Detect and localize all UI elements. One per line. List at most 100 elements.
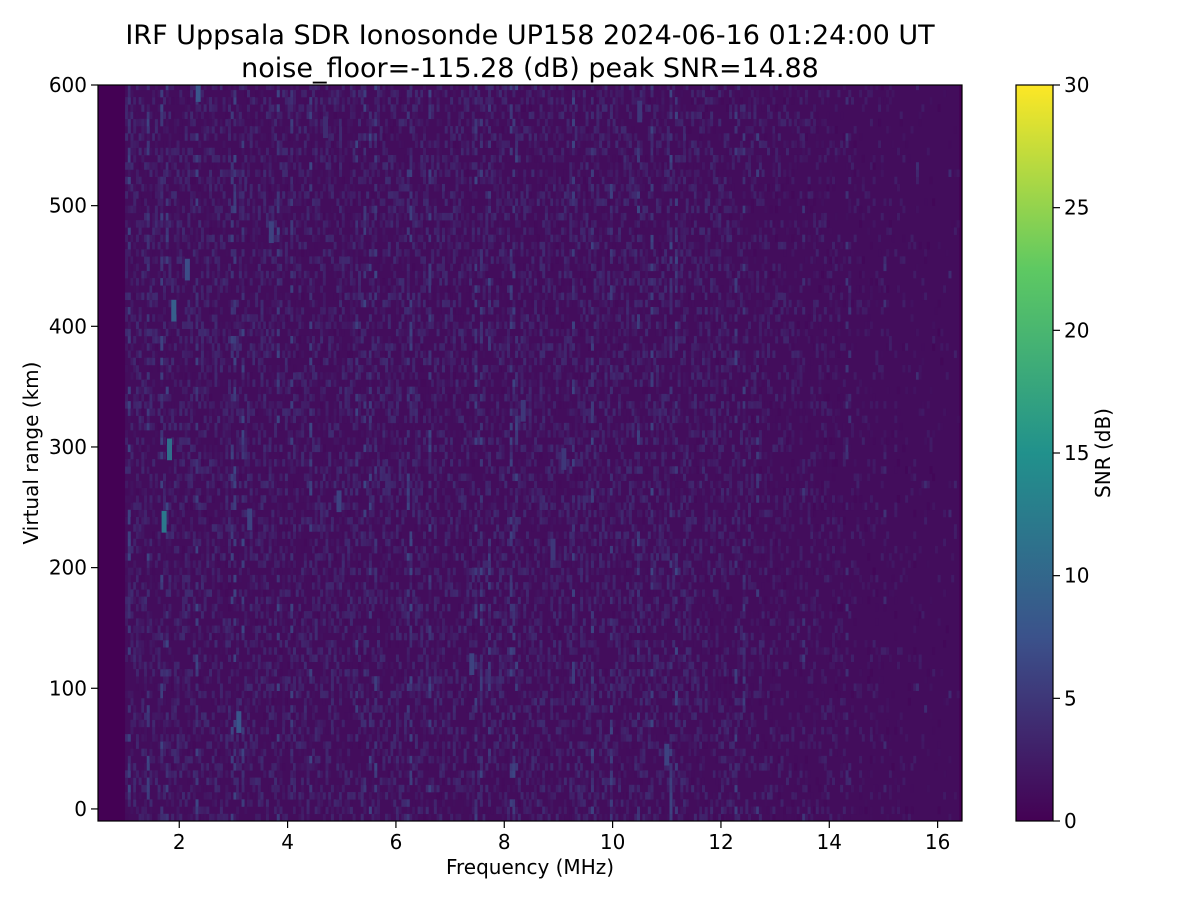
heatmap-cell	[339, 328, 343, 337]
heatmap-cell	[141, 270, 145, 279]
heatmap-cell	[130, 777, 134, 786]
heatmap-cell	[284, 133, 288, 141]
heatmap-cell	[279, 589, 283, 597]
heatmap-cell	[355, 393, 359, 402]
heatmap-cell	[149, 466, 153, 474]
heatmap-cell	[209, 314, 213, 322]
heatmap-cell	[195, 618, 199, 626]
heatmap-cell	[187, 582, 191, 590]
heatmap-cell	[133, 140, 137, 149]
heatmap-cell	[211, 343, 215, 351]
heatmap-cell	[181, 386, 185, 395]
heatmap-cell	[152, 234, 156, 243]
heatmap-cell	[157, 408, 161, 416]
heatmap-cell	[238, 444, 242, 453]
heatmap-cell	[263, 154, 267, 163]
heatmap-cell	[203, 567, 207, 576]
heatmap-cell	[330, 415, 334, 424]
heatmap-cell	[203, 415, 207, 424]
heatmap-cell	[179, 183, 183, 192]
heatmap-cell	[214, 307, 218, 315]
heatmap-cell	[198, 176, 202, 185]
heatmap-cell	[135, 321, 139, 330]
heatmap-cell	[358, 234, 362, 243]
heatmap-cell	[135, 459, 139, 467]
heatmap-cell	[341, 249, 345, 257]
heatmap-cell	[274, 118, 278, 127]
heatmap-cell	[347, 668, 351, 677]
heatmap-cell	[187, 350, 191, 358]
heatmap-cell	[382, 712, 386, 720]
heatmap-cell	[135, 487, 139, 496]
heatmap-cell	[341, 553, 345, 561]
heatmap-cell	[330, 154, 334, 163]
heatmap-cell	[333, 705, 337, 713]
heatmap-cell	[344, 198, 348, 206]
heatmap-cell	[173, 763, 177, 771]
heatmap-cell	[303, 770, 307, 778]
heatmap-cell	[341, 647, 345, 655]
heatmap-cell	[214, 813, 218, 821]
heatmap-cell	[328, 140, 332, 149]
heatmap-cell	[138, 147, 142, 156]
heatmap-cell	[160, 212, 164, 221]
heatmap-cell	[328, 712, 332, 720]
heatmap-cell	[339, 133, 343, 141]
heatmap-cell	[246, 183, 250, 192]
heatmap-cell	[303, 364, 307, 373]
heatmap-cell	[219, 516, 223, 525]
heatmap-cell	[133, 596, 137, 605]
heatmap-cell	[211, 603, 215, 612]
heatmap-cell	[244, 690, 248, 699]
heatmap-cell	[379, 509, 383, 518]
heatmap-cell	[249, 256, 253, 264]
heatmap-cell	[152, 220, 156, 228]
heatmap-cell	[184, 430, 188, 438]
heatmap-cell	[360, 784, 364, 793]
heatmap-cell	[274, 430, 278, 438]
heatmap-cell	[271, 509, 275, 518]
heatmap-cell	[160, 249, 164, 257]
heatmap-cell	[295, 299, 299, 308]
heatmap-cell	[135, 734, 139, 742]
heatmap-cell	[366, 531, 370, 539]
heatmap-cell	[298, 111, 302, 120]
heatmap-cell	[146, 712, 150, 720]
heatmap-cell	[181, 111, 185, 120]
heatmap-cell	[168, 422, 172, 431]
heatmap-cell	[144, 799, 148, 807]
heatmap-cell	[171, 734, 175, 742]
heatmap-cell	[330, 314, 334, 322]
heatmap-cell	[322, 487, 326, 496]
heatmap-cell	[284, 227, 288, 235]
heatmap-cell	[325, 806, 329, 815]
heatmap-cell	[127, 147, 131, 156]
heatmap-cell	[130, 545, 134, 554]
heatmap-cell	[274, 292, 278, 301]
heatmap-cell	[160, 755, 164, 764]
heatmap-cell	[198, 466, 202, 474]
heatmap-cell	[322, 625, 326, 634]
heatmap-cell	[260, 183, 264, 192]
heatmap-cell	[293, 466, 297, 474]
heatmap-cell	[374, 516, 378, 525]
heatmap-cell	[257, 321, 261, 330]
heatmap-cell	[198, 538, 202, 547]
heatmap-cell	[149, 183, 153, 192]
heatmap-cell	[146, 343, 150, 351]
heatmap-cell	[295, 408, 299, 416]
heatmap-cell	[163, 140, 167, 149]
heatmap-cell	[325, 249, 329, 257]
heatmap-cell	[195, 422, 199, 431]
heatmap-cell	[320, 726, 324, 735]
heatmap-cell	[263, 162, 267, 170]
heatmap-cell	[314, 162, 318, 170]
heatmap-cell	[303, 278, 307, 286]
heatmap-cell	[263, 256, 267, 264]
heatmap-cell	[374, 545, 378, 554]
heatmap-cell	[181, 401, 185, 409]
heatmap-cell	[160, 364, 164, 373]
heatmap-cell	[325, 690, 329, 699]
heatmap-cell	[168, 299, 172, 308]
heatmap-cell	[374, 567, 378, 576]
